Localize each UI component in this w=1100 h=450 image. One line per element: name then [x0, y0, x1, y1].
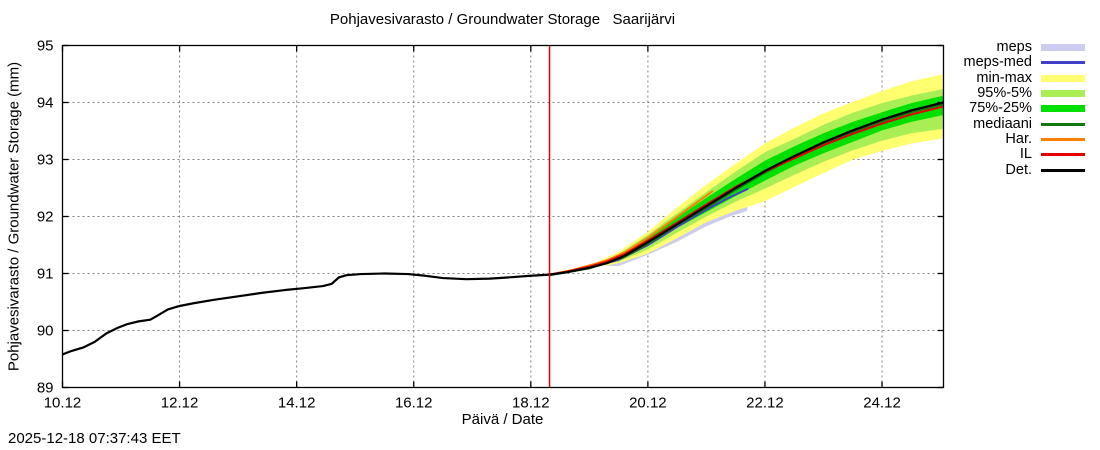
axes-frame — [61, 44, 945, 389]
legend-item-har-: Har. — [964, 130, 1085, 147]
legend-item-min-max: min-max — [964, 69, 1085, 86]
gridlines — [62, 45, 944, 388]
legend-label: meps — [996, 39, 1032, 56]
legend-label: Det. — [1005, 161, 1032, 178]
x-tick-label: 12.12 — [161, 395, 199, 412]
legend-label: Har. — [1005, 130, 1032, 147]
x-tick-label: 14.12 — [278, 395, 316, 412]
legend-label: 95%-5% — [977, 85, 1032, 102]
legend-swatch-band — [1041, 105, 1085, 113]
series-il — [548, 105, 944, 276]
legend-item-95-5-: 95%-5% — [964, 85, 1085, 102]
y-tick-label: 94 — [37, 95, 54, 112]
x-tick-label: 18.12 — [512, 395, 550, 412]
series-observed — [62, 272, 551, 356]
legend-item-meps: meps — [964, 39, 1085, 56]
legend-label: mediaani — [973, 115, 1032, 132]
legend-swatch-line — [1041, 61, 1085, 65]
y-tick-label: 95 — [37, 38, 54, 55]
legend-swatch-line — [1041, 122, 1085, 126]
series-det- — [548, 101, 944, 276]
legend-label: min-max — [976, 69, 1032, 86]
x-tick-label: 10.12 — [44, 395, 82, 412]
legend-swatch-band — [1041, 74, 1085, 82]
x-axis-label: Päivä / Date — [461, 411, 544, 428]
legend-swatch-line — [1041, 153, 1085, 157]
legend-swatch-band — [1041, 90, 1085, 98]
legend-item-meps-med: meps-med — [963, 54, 1085, 71]
legend-label: meps-med — [963, 54, 1033, 71]
legend-swatch-line — [1041, 168, 1085, 172]
legend-swatch-band — [1041, 44, 1085, 52]
x-tick-label: 24.12 — [863, 395, 901, 412]
tick-labels: 10.12 12.12 14.12 16.12 18.12 20.12 22.12 24.12… — [37, 38, 901, 412]
legend-label: IL — [1019, 146, 1032, 163]
y-tick-label: 93 — [37, 152, 54, 169]
legend-item-75-25-: 75%-25% — [964, 100, 1085, 117]
legend-item-il: IL — [964, 146, 1085, 163]
y-tick-label: 92 — [37, 209, 54, 226]
generation-timestamp: 2025-12-18 07:37:43 EET — [8, 430, 181, 447]
legend-swatch-line — [1041, 137, 1085, 141]
legend-item-mediaani: mediaani — [964, 115, 1085, 132]
legend-label: 75%-25% — [969, 100, 1032, 117]
y-tick-label: 89 — [37, 380, 54, 397]
x-tick-label: 20.12 — [629, 395, 667, 412]
chart-title: Pohjavesivarasto / Groundwater Storage S… — [329, 11, 676, 28]
y-tick-label: 90 — [37, 323, 54, 340]
y-tick-label: 91 — [37, 266, 54, 283]
legend-item-det-: Det. — [964, 161, 1085, 178]
x-tick-label: 22.12 — [746, 395, 784, 412]
x-tick-label: 16.12 — [395, 395, 433, 412]
legend: meps meps-med min-max 95%-5% 75%-25% mediaani… — [963, 39, 1085, 178]
series-lines — [62, 101, 944, 356]
